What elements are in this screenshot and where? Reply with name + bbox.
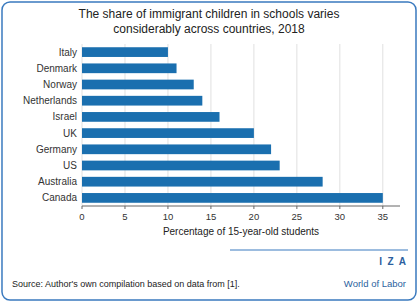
bar xyxy=(82,47,168,57)
x-tick xyxy=(296,206,297,209)
x-tick xyxy=(167,206,168,209)
category-label: Canada xyxy=(42,192,77,203)
chart-subtitle: considerably across countries, 2018 xyxy=(113,22,305,36)
chart-svg: The share of immigrant children in schoo… xyxy=(0,0,418,302)
x-tick xyxy=(210,206,211,209)
brand-name: World of Labor xyxy=(344,278,406,289)
y-axis: Canada Australia US Germany UK Israel Netherla… xyxy=(23,47,78,204)
x-axis: 0 5 10 15 20 25 30 35 Percentage of 15-year-old … xyxy=(79,206,400,237)
bar xyxy=(82,80,194,90)
x-axis-label: Percentage of 15-year-old students xyxy=(163,226,319,237)
x-tick-label: 0 xyxy=(79,211,84,222)
category-label: Germany xyxy=(36,144,77,155)
bar xyxy=(82,63,177,73)
category-label: Denmark xyxy=(36,63,78,74)
separator-line xyxy=(230,249,408,250)
category-label: Italy xyxy=(59,47,77,58)
x-tick-label: 35 xyxy=(378,211,389,222)
bar xyxy=(82,128,254,138)
bar xyxy=(82,112,220,122)
category-label: UK xyxy=(63,128,77,139)
x-tick-label: 10 xyxy=(163,211,174,222)
x-tick xyxy=(124,206,125,209)
bar xyxy=(82,177,323,187)
chart-title: The share of immigrant children in schoo… xyxy=(79,7,340,21)
figure-frame xyxy=(2,2,416,300)
category-label: Norway xyxy=(43,79,77,90)
x-tick-label: 15 xyxy=(206,211,217,222)
x-tick xyxy=(82,206,83,209)
x-tick xyxy=(339,206,340,209)
x-tick xyxy=(253,206,254,209)
x-tick-label: 30 xyxy=(335,211,346,222)
source-note: Source: Author's own compilation based o… xyxy=(12,279,240,289)
x-axis-line xyxy=(82,206,400,207)
bar xyxy=(82,96,202,106)
category-label: Israel xyxy=(53,111,77,122)
category-label: US xyxy=(63,160,77,171)
bar xyxy=(82,144,271,154)
category-label: Netherlands xyxy=(23,95,77,106)
x-tick xyxy=(382,206,383,209)
grid-line xyxy=(339,44,340,206)
x-tick-label: 5 xyxy=(122,211,127,222)
chart-container: The share of immigrant children in schoo… xyxy=(0,0,418,302)
brand-mark: I Z A xyxy=(379,256,406,267)
x-tick-label: 25 xyxy=(292,211,303,222)
category-label: Australia xyxy=(38,176,77,187)
grid-line xyxy=(382,44,383,206)
bar xyxy=(82,193,383,203)
bar xyxy=(82,161,280,171)
x-tick-label: 20 xyxy=(249,211,260,222)
bars xyxy=(82,47,383,203)
grid xyxy=(82,44,383,206)
